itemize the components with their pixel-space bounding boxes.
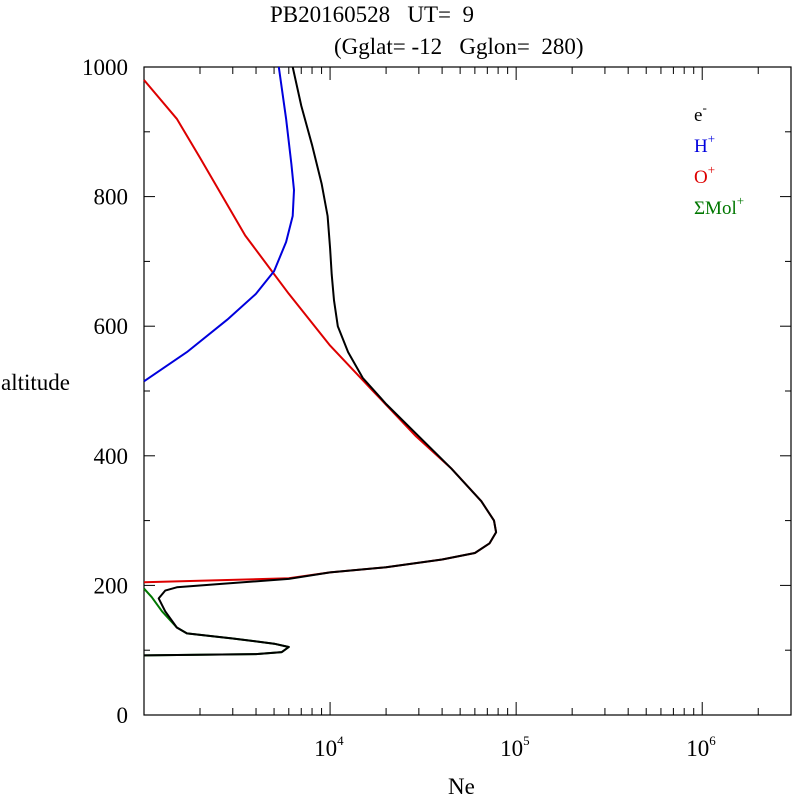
y-tick-label: 1000 [82,55,128,80]
y-tick-label: 800 [94,185,129,210]
series-line-molecular [143,587,290,657]
x-tick-label: 104 [314,733,344,761]
y-tick-label: 400 [94,444,129,469]
axis-ticks [143,66,792,716]
x-tick-labels: 104 105 106 [314,733,716,761]
plot-frame [143,66,792,716]
y-tick-label: 0 [117,703,129,728]
plot-curves [143,66,498,657]
legend-entry-electron: e- [694,100,707,126]
x-tick-label: 106 [686,733,716,761]
legend-entry-molecular: ΣMol+ [694,193,744,219]
legend-entry-hydrogen: H+ [694,131,715,157]
series-line-electron [143,66,498,657]
legend-entry-oxygen: O+ [694,162,715,188]
y-tick-labels: 0 200 400 600 800 1000 [82,55,128,728]
series-line-oxygen [143,79,498,584]
y-tick-label: 200 [94,573,129,598]
x-tick-label: 105 [500,733,530,761]
chart-title-line1: PB20160528 UT= 9 [270,2,474,27]
y-tick-label: 600 [94,314,129,339]
x-axis-label: Ne [448,774,475,796]
series-line-hydrogen [143,66,295,383]
legend: e- H+ O+ ΣMol+ [694,100,744,219]
chart-title-line2: (Gglat= -12 Gglon= 280) [334,34,584,59]
y-axis-label: altitude [1,370,70,395]
